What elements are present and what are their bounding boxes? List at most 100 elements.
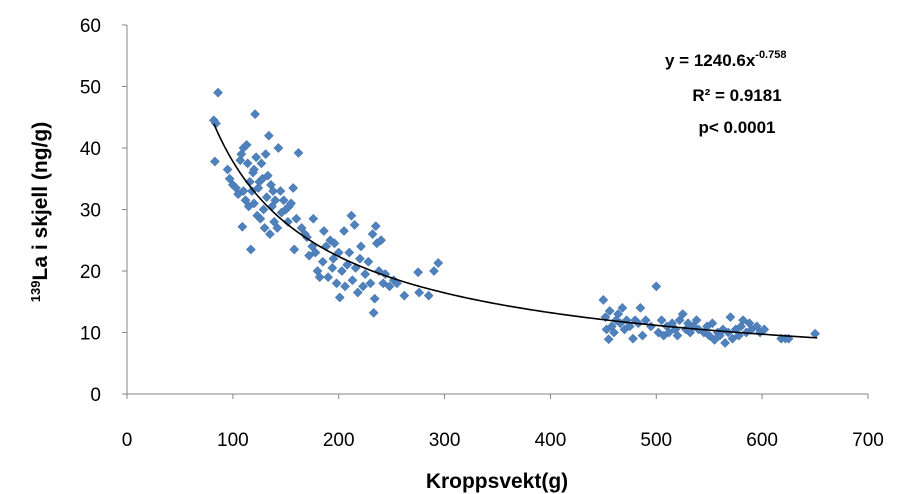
- x-tick-label: 200: [323, 430, 355, 451]
- data-points: [208, 87, 821, 348]
- data-point: [349, 219, 360, 230]
- data-point: [367, 229, 378, 240]
- data-point: [603, 334, 614, 345]
- data-point: [624, 321, 635, 332]
- data-point: [250, 109, 261, 120]
- power-trendline: [213, 123, 818, 339]
- data-point: [251, 152, 262, 163]
- y-axis-title-main: La i skjell (ng/g): [29, 122, 52, 281]
- data-point: [245, 244, 256, 255]
- data-point: [328, 253, 339, 264]
- data-point: [783, 333, 794, 344]
- data-point: [235, 155, 246, 166]
- data-point: [704, 330, 715, 341]
- data-point: [354, 253, 365, 264]
- x-axis-title: Kroppsvekt(g): [426, 470, 568, 493]
- data-point: [268, 186, 279, 197]
- data-point: [725, 312, 736, 323]
- data-point: [259, 222, 270, 233]
- y-tick-label: 10: [80, 324, 101, 345]
- data-point: [429, 266, 439, 276]
- data-point: [261, 192, 272, 203]
- data-point: [237, 221, 248, 232]
- data-point: [672, 330, 683, 341]
- data-point: [347, 275, 358, 286]
- data-point: [365, 278, 376, 289]
- data-point: [709, 334, 720, 345]
- data-point: [628, 333, 638, 344]
- data-point: [318, 226, 329, 236]
- y-tick-label: 60: [80, 16, 101, 37]
- data-point: [260, 149, 271, 160]
- data-point: [331, 278, 342, 289]
- data-point: [637, 330, 648, 341]
- data-point: [352, 287, 363, 298]
- data-point: [317, 256, 328, 267]
- data-point: [613, 309, 624, 320]
- y-tick-label: 20: [80, 262, 101, 283]
- data-point: [273, 143, 284, 153]
- data-point: [308, 213, 319, 224]
- data-point: [275, 186, 286, 197]
- data-point: [604, 306, 615, 316]
- data-point: [258, 204, 269, 215]
- data-point: [738, 315, 749, 326]
- y-tick-label: 0: [90, 385, 101, 406]
- data-point: [249, 164, 259, 175]
- data-point: [262, 170, 273, 181]
- data-point: [344, 247, 355, 258]
- data-point: [272, 222, 283, 233]
- data-point: [358, 281, 369, 292]
- y-axis-ticks: 0 10 20 30 40 50 60: [80, 16, 127, 406]
- data-point: [255, 213, 266, 224]
- data-point: [720, 338, 731, 348]
- data-point: [291, 213, 302, 224]
- x-axis-ticks: 0 100 200 300 400 500 600 700: [122, 394, 884, 451]
- data-point: [288, 183, 299, 193]
- data-point: [323, 272, 334, 283]
- data-point: [314, 272, 325, 283]
- data-point: [241, 139, 252, 150]
- data-point: [286, 198, 297, 209]
- data-point: [293, 147, 304, 158]
- x-tick-label: 700: [852, 430, 884, 451]
- data-point: [310, 247, 321, 258]
- data-point: [376, 235, 387, 246]
- data-point: [336, 266, 347, 276]
- y-tick-label: 40: [80, 139, 101, 160]
- data-point: [598, 294, 609, 305]
- data-point: [282, 216, 293, 227]
- data-point: [327, 262, 338, 273]
- regression-equation-exponent: -0.758: [755, 49, 786, 61]
- regression-equation-base: y = 1240.6x: [665, 51, 756, 70]
- y-tick-label: 50: [80, 78, 101, 99]
- data-point: [363, 256, 374, 267]
- data-point: [242, 158, 253, 169]
- data-point: [253, 183, 264, 193]
- y-axis-title-superscript: 139: [28, 281, 43, 303]
- data-point: [378, 278, 389, 289]
- x-tick-label: 600: [746, 430, 778, 451]
- data-point: [653, 327, 664, 338]
- data-point: [707, 318, 718, 329]
- data-point: [334, 292, 345, 303]
- data-point: [413, 267, 424, 278]
- data-point: [733, 330, 744, 341]
- data-point: [213, 87, 223, 98]
- data-point: [608, 327, 619, 338]
- data-point: [340, 281, 351, 292]
- data-point: [656, 315, 667, 326]
- data-point: [391, 278, 402, 289]
- data-point: [222, 164, 233, 175]
- data-point: [263, 130, 274, 141]
- data-point: [433, 258, 444, 268]
- data-point: [384, 281, 395, 292]
- data-point: [346, 210, 357, 221]
- x-tick-label: 400: [535, 430, 567, 451]
- y-axis-title: 139La i skjell (ng/g): [28, 122, 52, 302]
- data-point: [370, 221, 381, 232]
- data-point: [651, 281, 662, 292]
- p-value-label: p< 0.0001: [698, 118, 775, 137]
- data-point: [718, 324, 728, 335]
